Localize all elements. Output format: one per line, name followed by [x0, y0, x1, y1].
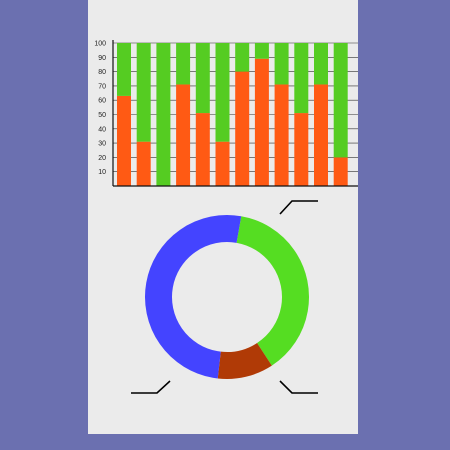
bar-segment-bottom [136, 141, 151, 186]
bar-segment-top [117, 43, 131, 96]
y-tick-label: 30 [98, 141, 106, 148]
bar-segment-top [333, 43, 348, 158]
bar-segment-bottom [333, 157, 348, 186]
bar-segment-bottom [176, 84, 191, 186]
bar-segment-top [156, 43, 171, 186]
donut-slice [145, 215, 309, 379]
callout-line-top-right [279, 200, 318, 215]
bar-segment-bottom [117, 95, 131, 186]
bar-segment-top [314, 43, 328, 85]
bar-segment-top [294, 43, 309, 114]
bars [117, 43, 348, 187]
bar-segment-bottom [254, 58, 269, 187]
bar-segment-bottom [314, 84, 328, 186]
y-tick-label: 60 [98, 98, 106, 105]
bar-segment-top [136, 43, 151, 142]
bar-segment-top [215, 43, 230, 142]
bar-segment-top [274, 43, 289, 85]
bar-segment-top [176, 43, 191, 85]
y-tick-label: 70 [98, 83, 106, 90]
bar-segment-bottom [215, 141, 230, 186]
y-tick-label: 80 [98, 69, 106, 76]
callout-line-bottom-left [131, 380, 171, 394]
bar-segment-bottom [235, 71, 250, 186]
bar-segment-top [254, 43, 269, 59]
y-tick-label: 40 [98, 126, 106, 133]
callout-line-bottom-right [279, 380, 318, 394]
callout-lines [131, 200, 318, 394]
bar-segment-top [235, 43, 250, 72]
bar-segment-bottom [274, 84, 289, 186]
y-tick-label: 10 [98, 169, 106, 176]
y-tick-label: 100 [94, 41, 106, 48]
bar-segment-bottom [195, 113, 210, 186]
y-tick-label: 20 [98, 155, 106, 162]
y-tick-label: 50 [98, 112, 106, 119]
y-tick-label: 90 [98, 55, 106, 62]
donut-chart [145, 215, 309, 379]
bar-segment-bottom [294, 113, 309, 186]
y-tick-labels: 10 20 30 40 50 60 70 80 90 100 [94, 41, 106, 177]
bar-segment-top [195, 43, 210, 114]
stacked-bar-chart: 10 20 30 40 50 60 70 80 90 100 [94, 40, 358, 187]
